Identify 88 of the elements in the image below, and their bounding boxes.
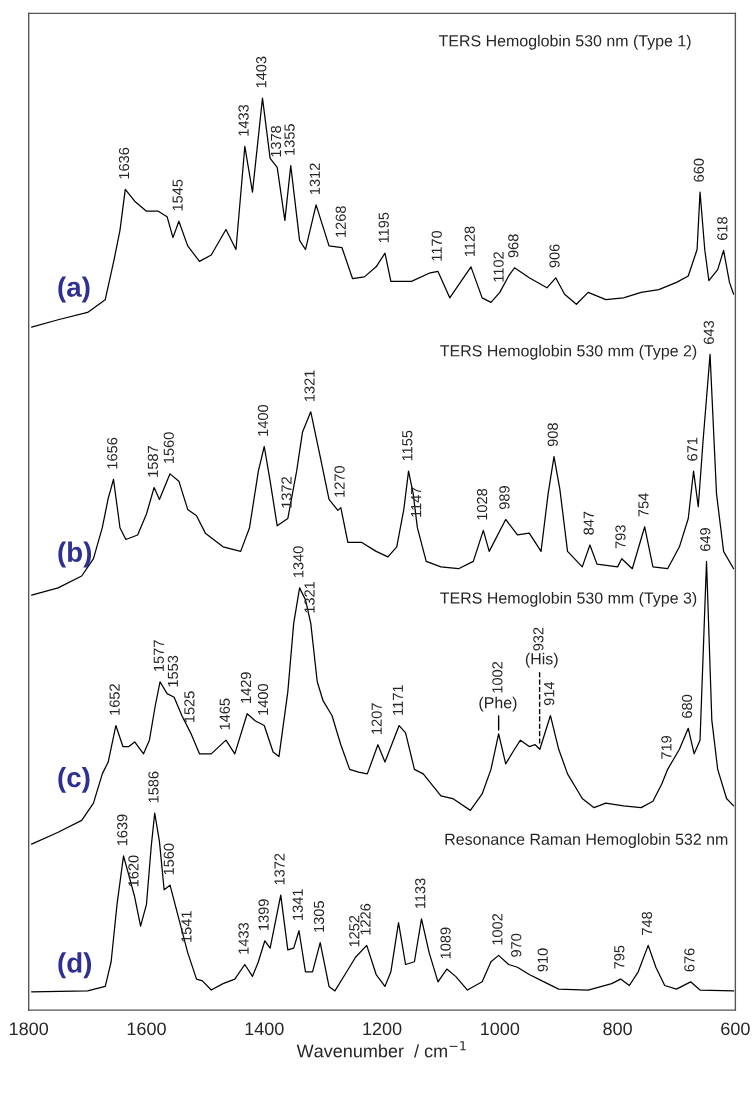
annotation: 1372	[274, 853, 285, 885]
annotation: 1305	[313, 901, 325, 932]
annotation: 1636	[118, 147, 130, 179]
annotation: 1002	[492, 661, 503, 693]
annotation: 910	[537, 948, 548, 972]
annotation: 671	[687, 437, 698, 461]
annotation: TERS Hemoglobin 530 mm (Type 3)	[440, 591, 697, 607]
annotation: 1400	[257, 404, 269, 436]
annotation: 908	[547, 423, 558, 447]
x-tick-label: 1000	[481, 1022, 520, 1036]
annotation: 1560	[163, 432, 174, 464]
annotation: 847	[583, 511, 594, 535]
annotation: 618	[717, 217, 728, 240]
annotation: 660	[693, 158, 704, 182]
annotation: TERS Hemoglobin 530 mm (Type 2)	[440, 344, 697, 360]
annotation: 1553	[167, 655, 179, 687]
annotation: 1545	[172, 179, 183, 211]
annotation: 1207	[371, 703, 382, 734]
annotation: 1340	[293, 546, 304, 578]
annotation: 1028	[476, 488, 488, 520]
text: TERS Hemoglobin 530 nm (Type 1)	[438, 34, 691, 50]
annotation: 970	[511, 933, 522, 957]
annotation: 1321	[304, 370, 315, 402]
annotation: 1312	[309, 163, 320, 194]
annotation: 748	[641, 911, 653, 935]
annotation: 1560	[163, 843, 174, 875]
x-tick-label: 1600	[127, 1022, 166, 1036]
annotation: 1399	[258, 899, 269, 930]
annotation: 643	[703, 320, 714, 344]
annotation: 1102	[493, 252, 504, 282]
annotation: 1089	[440, 927, 451, 959]
annotation: (Phe)	[479, 696, 517, 712]
annotation: 1171	[392, 685, 403, 715]
annotation: 1147	[411, 487, 422, 517]
annotation: (His)	[525, 652, 558, 668]
annotation: 1433	[238, 104, 249, 136]
annotation: 1656	[107, 437, 118, 469]
annotation: 1587	[147, 446, 159, 477]
annotation: 1525	[184, 691, 195, 723]
annotation: 906	[549, 244, 560, 268]
annotation: 719	[661, 735, 672, 759]
x-axis-title: Wavenumber / cm$^{−1}$	[296, 1041, 466, 1058]
annotation: 1226	[360, 903, 371, 935]
annotation: 1133	[415, 878, 426, 909]
annotation: 1586	[148, 771, 159, 803]
annotation: 1541	[181, 911, 192, 942]
series-label: (b)	[58, 541, 92, 568]
annotation: 793	[615, 525, 626, 549]
annotation: 1270	[334, 466, 345, 497]
annotation: 1268	[335, 206, 346, 237]
annotation: 989	[499, 486, 510, 510]
annotation: 1252	[349, 915, 360, 947]
annotation: 1465	[219, 698, 230, 730]
annotation: 1170	[431, 230, 442, 261]
annotation: 1639	[117, 814, 128, 846]
x-tick-label: 1200	[363, 1022, 402, 1036]
annotation: 1403	[256, 56, 267, 88]
annotation: Resonance Raman Hemoglobin 532 nm	[445, 833, 728, 849]
annotation: 1341	[292, 889, 303, 920]
x-tick-label: 1400	[245, 1022, 284, 1036]
x-tick-label: 1800	[9, 1022, 49, 1036]
annotation: 1429	[240, 672, 252, 703]
annotation: 795	[614, 945, 625, 969]
annotation: 680	[681, 694, 693, 718]
annotation: 1620	[128, 855, 139, 887]
annotation: 1195	[378, 212, 389, 243]
annotation: 1355	[284, 124, 295, 155]
series-label: (d)	[58, 952, 92, 979]
x-tick-label: 600	[721, 1022, 750, 1036]
annotation: 1400	[257, 683, 269, 715]
annotation: 1321	[304, 581, 315, 613]
annotation: 676	[684, 948, 695, 972]
series-label: (a)	[58, 276, 90, 303]
annotation: 1652	[109, 684, 120, 715]
annotation: 1372	[281, 477, 292, 508]
annotation: 1128	[464, 226, 475, 257]
annotation: 968	[508, 234, 519, 258]
annotation: 914	[544, 681, 555, 706]
annotation: 1155	[402, 430, 413, 461]
annotation: 1577	[153, 640, 164, 671]
annotation: 754	[638, 493, 649, 517]
annotation: 649	[700, 528, 711, 551]
annotation: 1378	[270, 125, 282, 157]
series-label: (c)	[58, 766, 90, 793]
annotation: 932	[533, 627, 544, 651]
x-tick-label: 800	[603, 1022, 632, 1036]
annotation: 1002	[492, 913, 503, 945]
annotation: 1433	[238, 922, 249, 954]
